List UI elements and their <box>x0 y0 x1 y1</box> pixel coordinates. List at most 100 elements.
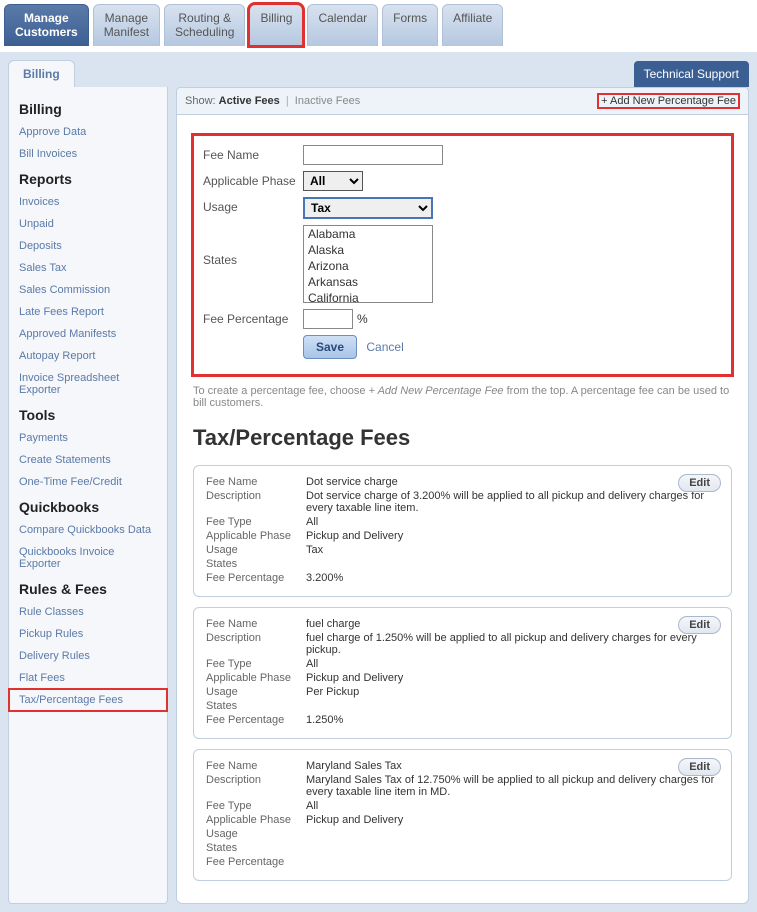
fee-field-value: Dot service charge <box>306 476 719 488</box>
fee-field-value: 3.200% <box>306 572 719 584</box>
show-active-fees[interactable]: Active Fees <box>219 95 280 107</box>
fee-field-value: Maryland Sales Tax of 12.750% will be ap… <box>306 774 719 798</box>
show-inactive-fees[interactable]: Inactive Fees <box>295 95 360 107</box>
fee-field-value <box>306 828 719 840</box>
top-nav: ManageCustomersManageManifestRouting &Sc… <box>0 0 757 46</box>
fee-field-label: Fee Percentage <box>206 856 306 868</box>
sidebar-link[interactable]: Sales Commission <box>9 279 167 301</box>
fee-name-label: Fee Name <box>203 145 303 162</box>
fee-field-value <box>306 856 719 868</box>
fee-field-value: All <box>306 658 719 670</box>
sidebar-heading: Rules & Fees <box>9 575 167 601</box>
usage-select[interactable]: Tax <box>303 197 433 219</box>
sidebar-link[interactable]: Flat Fees <box>9 667 167 689</box>
sidebar-link[interactable]: Sales Tax <box>9 257 167 279</box>
fee-field-label: Fee Type <box>206 658 306 670</box>
sidebar-link[interactable]: Approved Manifests <box>9 323 167 345</box>
show-separator: | <box>286 95 289 107</box>
sidebar-link[interactable]: Bill Invoices <box>9 143 167 165</box>
state-option[interactable]: Arizona <box>304 258 432 274</box>
sidebar-link[interactable]: Rule Classes <box>9 601 167 623</box>
state-option[interactable]: Arkansas <box>304 274 432 290</box>
sidebar-link[interactable]: Delivery Rules <box>9 645 167 667</box>
sidebar-link[interactable]: Create Statements <box>9 449 167 471</box>
sidebar-link[interactable]: Invoices <box>9 191 167 213</box>
fee-field-label: Fee Name <box>206 476 306 488</box>
sidebar-link[interactable]: One-Time Fee/Credit <box>9 471 167 493</box>
subtab-row: Billing Technical Support <box>8 60 749 87</box>
topnav-tab[interactable]: Calendar <box>307 4 378 46</box>
sidebar: BillingApprove DataBill InvoicesReportsI… <box>8 87 168 904</box>
show-prefix: Show: <box>185 95 216 107</box>
topnav-tab[interactable]: Forms <box>382 4 438 46</box>
fee-field-label: Usage <box>206 686 306 698</box>
fee-field-label: Usage <box>206 544 306 556</box>
fee-field-value: Pickup and Delivery <box>306 814 719 826</box>
fee-field-value: Pickup and Delivery <box>306 530 719 542</box>
fee-field-value: Per Pickup <box>306 686 719 698</box>
fee-name-input[interactable] <box>303 145 443 165</box>
show-bar: Show: Active Fees | Inactive Fees + Add … <box>176 87 749 115</box>
fee-field-label: States <box>206 842 306 854</box>
applicable-phase-select[interactable]: All <box>303 171 363 191</box>
fee-field-value <box>306 700 719 712</box>
fee-field-value: Maryland Sales Tax <box>306 760 719 772</box>
applicable-phase-label: Applicable Phase <box>203 171 303 188</box>
edit-button[interactable]: Edit <box>678 616 721 634</box>
sidebar-link[interactable]: Pickup Rules <box>9 623 167 645</box>
sidebar-link[interactable]: Approve Data <box>9 121 167 143</box>
new-fee-form: Fee Name Applicable Phase All Usage <box>193 135 732 375</box>
content-row: BillingApprove DataBill InvoicesReportsI… <box>8 87 749 912</box>
fee-field-value: All <box>306 800 719 812</box>
fee-field-label: Fee Percentage <box>206 572 306 584</box>
fee-field-label: Fee Name <box>206 618 306 630</box>
fee-field-value: All <box>306 516 719 528</box>
fee-field-label: Fee Percentage <box>206 714 306 726</box>
sidebar-heading: Quickbooks <box>9 493 167 519</box>
sidebar-link[interactable]: Deposits <box>9 235 167 257</box>
topnav-tab[interactable]: ManageCustomers <box>4 4 89 46</box>
sidebar-link[interactable]: Autopay Report <box>9 345 167 367</box>
topnav-tab[interactable]: Affiliate <box>442 4 503 46</box>
sidebar-link[interactable]: Late Fees Report <box>9 301 167 323</box>
fee-card: EditFee NameMaryland Sales TaxDescriptio… <box>193 749 732 881</box>
states-label: States <box>203 225 303 267</box>
fee-field-value <box>306 842 719 854</box>
state-option[interactable]: Alaska <box>304 242 432 258</box>
technical-support-button[interactable]: Technical Support <box>634 61 749 87</box>
sidebar-link[interactable]: Invoice Spreadsheet Exporter <box>9 367 167 401</box>
usage-label: Usage <box>203 197 303 214</box>
fee-percentage-input[interactable] <box>303 309 353 329</box>
states-listbox[interactable]: AlabamaAlaskaArizonaArkansasCalifornia <box>303 225 433 303</box>
topnav-tab[interactable]: Routing &Scheduling <box>164 4 245 46</box>
topnav-tab[interactable]: ManageManifest <box>93 4 160 46</box>
sidebar-link[interactable]: Unpaid <box>9 213 167 235</box>
show-filter: Show: Active Fees | Inactive Fees <box>185 95 360 107</box>
fee-field-label: Description <box>206 632 306 656</box>
fee-field-label: Fee Type <box>206 800 306 812</box>
fee-field-label: Description <box>206 490 306 514</box>
edit-button[interactable]: Edit <box>678 474 721 492</box>
fee-field-label: Applicable Phase <box>206 814 306 826</box>
fee-percentage-label: Fee Percentage <box>203 309 303 326</box>
sidebar-link[interactable]: Quickbooks Invoice Exporter <box>9 541 167 575</box>
sidebar-link[interactable]: Compare Quickbooks Data <box>9 519 167 541</box>
sidebar-heading: Billing <box>9 95 167 121</box>
save-button[interactable]: Save <box>303 335 357 359</box>
fee-field-value: 1.250% <box>306 714 719 726</box>
fee-field-label: Applicable Phase <box>206 530 306 542</box>
edit-button[interactable]: Edit <box>678 758 721 776</box>
fee-field-label: Fee Name <box>206 760 306 772</box>
state-option[interactable]: California <box>304 290 432 303</box>
state-option[interactable]: Alabama <box>304 226 432 242</box>
fee-card: Edit Fee NameDot service chargeDescriptio… <box>193 465 732 597</box>
fee-field-label: States <box>206 700 306 712</box>
add-new-percentage-fee-link[interactable]: + Add New Percentage Fee <box>597 93 740 109</box>
cancel-link[interactable]: Cancel <box>366 340 403 354</box>
fee-card: EditFee Namefuel chargeDescriptionfuel c… <box>193 607 732 739</box>
fee-field-value: Tax <box>306 544 719 556</box>
sidebar-link[interactable]: Payments <box>9 427 167 449</box>
subtab-billing[interactable]: Billing <box>8 60 75 87</box>
sidebar-link[interactable]: Tax/Percentage Fees <box>9 689 167 711</box>
topnav-tab[interactable]: Billing <box>249 4 303 46</box>
